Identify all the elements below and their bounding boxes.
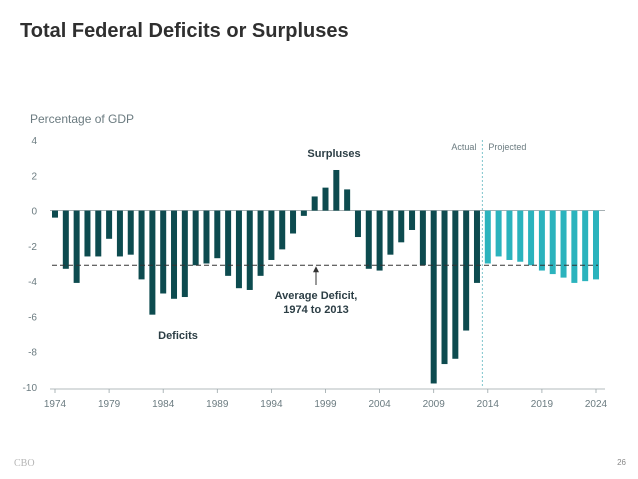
bar (300, 210, 307, 216)
bar (257, 210, 264, 276)
bar (225, 210, 232, 276)
bar (517, 210, 524, 262)
bar (506, 210, 513, 260)
y-tick-label: 2 (31, 171, 37, 182)
bar (290, 210, 297, 234)
bar (333, 169, 340, 211)
bar (116, 210, 123, 257)
average-arrowhead (313, 266, 319, 273)
actual-label: Actual (451, 142, 476, 152)
bar (52, 210, 58, 218)
y-axis-label: Percentage of GDP (30, 112, 134, 126)
bar (181, 210, 188, 298)
x-tick-label: 1999 (314, 399, 337, 410)
bar (571, 210, 578, 283)
bar (409, 210, 416, 230)
bar (387, 210, 394, 255)
bar (279, 210, 286, 250)
bar (441, 210, 448, 365)
x-tick-label: 1994 (260, 399, 283, 410)
y-tick-label: -4 (28, 277, 37, 288)
bar (171, 210, 178, 299)
y-tick-label: -10 (23, 383, 38, 394)
bar (495, 210, 502, 257)
bar (582, 210, 589, 282)
deficits-label: Deficits (158, 330, 198, 342)
bar (365, 210, 372, 269)
x-tick-label: 2024 (585, 399, 608, 410)
x-tick-label: 2009 (423, 399, 446, 410)
x-tick-label: 2019 (531, 399, 554, 410)
deficit-bar-chart: Percentage of GDP 4 2 0 -2 -4 -6 -8 -10 Average D… (23, 112, 608, 410)
average-label-line-1: Average Deficit, (275, 290, 358, 302)
bar (419, 210, 426, 266)
x-tick-label: 1984 (152, 399, 175, 410)
bar (538, 210, 545, 271)
bar (138, 210, 145, 280)
bar (354, 210, 361, 238)
bar (127, 210, 134, 255)
bar (528, 210, 535, 266)
x-tick-label: 2004 (368, 399, 391, 410)
average-label-line-2: 1974 to 2013 (283, 304, 348, 316)
x-tick-label: 1974 (44, 399, 67, 410)
slide-title: Total Federal Deficits or Surpluses (20, 20, 349, 42)
bar (473, 210, 480, 283)
bar (149, 210, 156, 315)
bar (214, 210, 221, 259)
y-tick-label: -2 (28, 242, 37, 253)
bar (376, 210, 383, 271)
bar (192, 210, 199, 266)
surpluses-label: Surpluses (307, 148, 360, 160)
bar (344, 189, 351, 211)
bar (452, 210, 459, 359)
cbo-logo: CBO (14, 458, 35, 469)
x-tick-label: 2014 (477, 399, 500, 410)
bar (73, 210, 80, 283)
bar (322, 187, 329, 211)
page-number: 26 (617, 458, 626, 467)
bar (560, 210, 567, 278)
bar (311, 196, 318, 211)
bar (463, 210, 470, 331)
bar (484, 210, 491, 264)
bar (106, 210, 113, 239)
bar (430, 210, 437, 384)
y-tick-label: 4 (31, 136, 37, 147)
projected-label: Projected (488, 142, 526, 152)
bar (268, 210, 275, 260)
bar (398, 210, 405, 243)
bar (203, 210, 210, 264)
y-tick-label: 0 (31, 207, 37, 218)
bar (593, 210, 599, 280)
bar (95, 210, 102, 257)
y-tick-label: -6 (28, 312, 37, 323)
y-tick-label: -8 (28, 348, 37, 359)
bar (549, 210, 556, 275)
bar (246, 210, 253, 290)
bar (62, 210, 69, 269)
bar (235, 210, 242, 289)
x-tick-label: 1989 (206, 399, 229, 410)
bar (84, 210, 91, 257)
x-tick-label: 1979 (98, 399, 121, 410)
bar (160, 210, 167, 294)
